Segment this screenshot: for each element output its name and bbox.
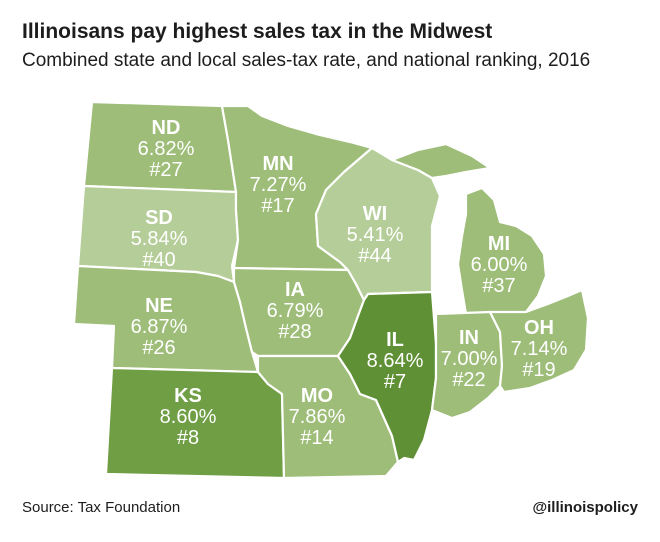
state-rate: 8.60% [159, 406, 217, 428]
state-rank: #44 [358, 245, 392, 267]
state-abbr: MN [262, 153, 294, 175]
label-sd: SD 5.84% #40 [104, 208, 214, 271]
label-nd: ND 6.82% #27 [111, 118, 221, 181]
state-rank: #40 [142, 249, 176, 271]
state-rate: 6.87% [130, 316, 188, 338]
state-rank: #26 [142, 337, 176, 359]
social-handle: @illinoispolicy [532, 499, 638, 516]
label-oh: OH 7.14% #19 [484, 318, 594, 381]
state-abbr: OH [524, 317, 554, 339]
state-abbr: SD [145, 207, 173, 229]
state-rate: 8.64% [366, 350, 424, 372]
state-rank: #22 [452, 369, 486, 391]
chart-title: Illinoisans pay highest sales tax in the… [22, 20, 493, 43]
state-abbr: KS [174, 385, 202, 407]
state-abbr: IA [285, 279, 305, 301]
state-rate: 6.79% [266, 300, 324, 322]
chart-subtitle: Combined state and local sales-tax rate,… [22, 50, 591, 71]
state-rate: 7.86% [288, 406, 346, 428]
label-ia: IA 6.79% #28 [240, 280, 350, 343]
label-mo: MO 7.86% #14 [262, 386, 372, 449]
label-ks: KS 8.60% #8 [133, 386, 243, 449]
source-note: Source: Tax Foundation [22, 499, 181, 516]
label-mi: MI 6.00% #37 [444, 234, 554, 297]
state-abbr: NE [145, 295, 173, 317]
state-rank: #7 [383, 371, 407, 393]
state-rate: 5.84% [130, 228, 188, 250]
state-abbr: MI [487, 233, 511, 255]
label-wi: WI 5.41% #44 [320, 204, 430, 267]
state-rate: 7.00% [440, 348, 498, 370]
state-rank: #14 [300, 427, 334, 449]
state-rate: 5.41% [346, 224, 404, 246]
state-oh [488, 288, 590, 394]
state-rate: 7.14% [510, 338, 568, 360]
state-rate: 6.00% [470, 254, 528, 276]
label-il: IL 8.64% #7 [340, 330, 450, 393]
label-ne: NE 6.87% #26 [104, 296, 214, 359]
state-mi-lower [456, 186, 548, 316]
state-mi-upper [390, 142, 492, 180]
label-in: IN 7.00% #22 [414, 328, 524, 391]
state-rank: #27 [149, 159, 183, 181]
state-abbr: MO [300, 385, 334, 407]
state-rank: #28 [278, 321, 312, 343]
state-rank: #19 [522, 359, 556, 381]
state-abbr: ND [151, 117, 181, 139]
state-rank: #8 [176, 427, 200, 449]
state-rank: #17 [261, 195, 295, 217]
state-rate: 6.82% [137, 138, 195, 160]
label-mn: MN 7.27% #17 [223, 154, 333, 217]
state-abbr: WI [362, 203, 388, 225]
state-rate: 7.27% [249, 174, 307, 196]
state-rank: #37 [482, 275, 516, 297]
state-abbr: IL [386, 329, 404, 351]
state-abbr: IN [459, 327, 479, 349]
